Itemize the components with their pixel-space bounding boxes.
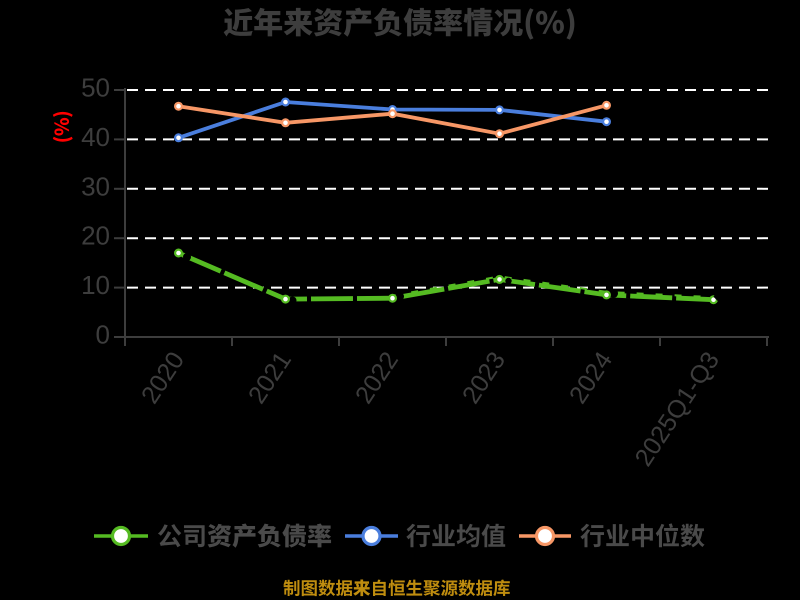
svg-text:30: 30 xyxy=(81,171,110,201)
svg-text:0: 0 xyxy=(96,320,110,350)
svg-text:10: 10 xyxy=(81,270,110,300)
svg-text:40: 40 xyxy=(81,122,110,152)
svg-text:20: 20 xyxy=(81,221,110,251)
svg-text:50: 50 xyxy=(81,73,110,103)
